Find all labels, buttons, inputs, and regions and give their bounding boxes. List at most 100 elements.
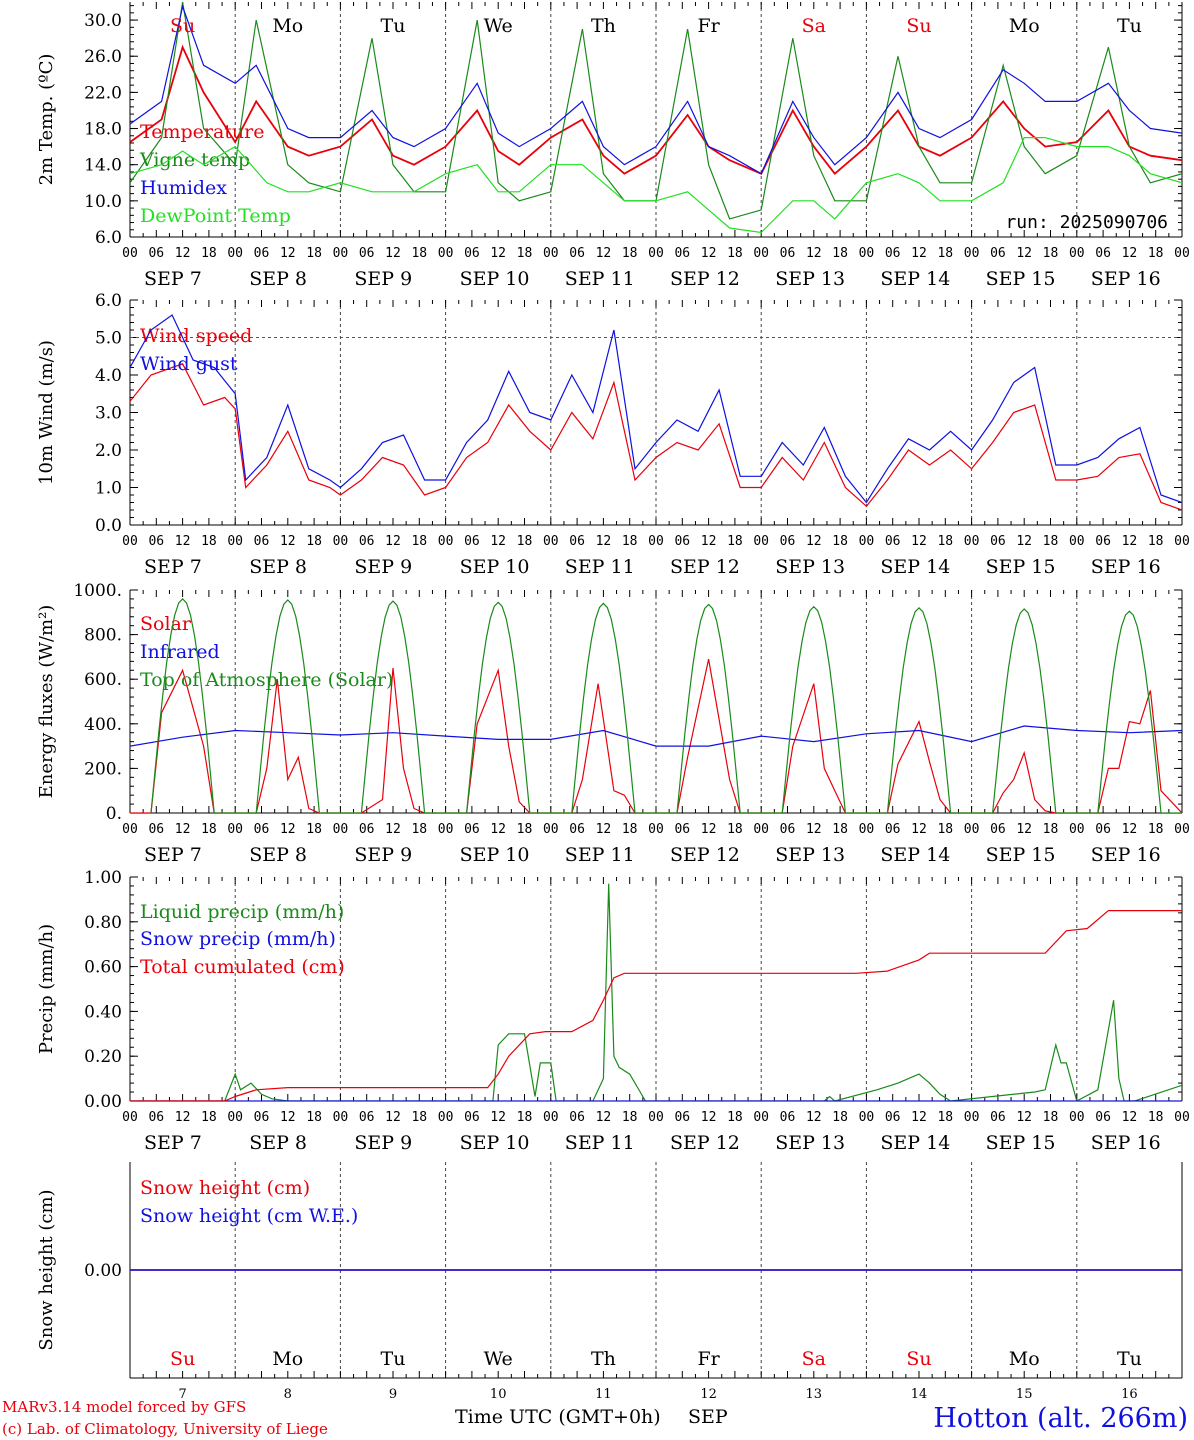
hour-label: 00	[964, 1110, 980, 1125]
hour-label: 18	[201, 534, 217, 549]
hour-label: 06	[990, 822, 1006, 837]
hour-label: 06	[990, 246, 1006, 261]
hour-label: 06	[1095, 246, 1111, 261]
hour-label: 06	[464, 534, 480, 549]
hour-label: 00	[648, 246, 664, 261]
series-line-0	[130, 658, 1182, 813]
y-tick-label: 1.0	[95, 479, 122, 499]
hour-label: 18	[411, 822, 427, 837]
y-tick-label: 400.	[84, 715, 122, 735]
hour-label: 06	[254, 822, 270, 837]
hour-label: 06	[674, 246, 690, 261]
hour-label: 06	[359, 822, 375, 837]
legend-entry: Snow height (cm W.E.)	[140, 1205, 358, 1227]
hour-label: 18	[622, 1110, 638, 1125]
date-label: SEP 12	[670, 1132, 740, 1154]
hour-label: 12	[596, 534, 612, 549]
hour-label: 00	[227, 534, 243, 549]
y-axis-label: 2m Temp. (ºC)	[36, 54, 57, 186]
hour-label: 00	[122, 246, 138, 261]
hour-label: 18	[622, 246, 638, 261]
y-tick-label: 0.80	[84, 913, 122, 933]
hour-label: 00	[543, 1110, 559, 1125]
hour-label: 18	[727, 246, 743, 261]
day-name: Su	[906, 1348, 931, 1370]
hour-label: 06	[464, 1110, 480, 1125]
hour-label: 18	[727, 1110, 743, 1125]
run-label: run: 2025090706	[1005, 212, 1168, 233]
day-name: Fr	[697, 1348, 720, 1370]
hour-label: 06	[990, 534, 1006, 549]
legend-entry: Humidex	[140, 177, 227, 199]
hour-label: 06	[885, 822, 901, 837]
hour-label: 18	[727, 822, 743, 837]
hour-label: 18	[517, 1110, 533, 1125]
hour-label: 00	[122, 534, 138, 549]
hour-label: 00	[753, 822, 769, 837]
y-tick-label: 200.	[84, 759, 122, 779]
hour-label: 12	[596, 246, 612, 261]
y-tick-label: 0.40	[84, 1002, 122, 1022]
series-line-3	[130, 137, 1182, 234]
hour-label: 00	[753, 534, 769, 549]
hour-label: 06	[1095, 1110, 1111, 1125]
legend-entry: Infrared	[140, 641, 220, 663]
legend-entry: Wind speed	[140, 325, 252, 347]
hour-label: 12	[596, 822, 612, 837]
panel-2: 0.0 1.0 2.0 3.0 4.0 5.0 6.0 10m Wind (m/s) 00 06 1…	[36, 291, 1190, 578]
day-name: Su	[170, 15, 195, 37]
hour-label: 12	[280, 1110, 296, 1125]
hour-label: 18	[1148, 822, 1164, 837]
y-axis-label: 10m Wind (m/s)	[36, 340, 57, 485]
date-label: SEP 15	[986, 1132, 1056, 1154]
hour-label: 18	[1148, 246, 1164, 261]
hour-label: 06	[885, 534, 901, 549]
hour-label: 06	[148, 1110, 164, 1125]
date-label: SEP 12	[670, 268, 740, 290]
date-label: SEP 12	[670, 844, 740, 866]
hour-label: 06	[359, 246, 375, 261]
hour-label: 00	[648, 534, 664, 549]
legend-entry: Top of Atmosphere (Solar)	[140, 669, 393, 691]
hour-label: 06	[254, 534, 270, 549]
hour-label: 12	[1122, 1110, 1138, 1125]
hour-label: 00	[543, 246, 559, 261]
y-axis-label: Energy fluxes (W/m²)	[36, 605, 57, 799]
y-tick-label: 4.0	[95, 366, 122, 386]
date-label: SEP 11	[565, 268, 635, 290]
hour-label: 18	[937, 246, 953, 261]
hour-label: 12	[385, 534, 401, 549]
hour-label: 00	[859, 1110, 875, 1125]
day-name: We	[484, 15, 513, 37]
hour-label: 06	[1095, 534, 1111, 549]
date-label: SEP 9	[354, 556, 412, 578]
day-name: Tu	[1117, 15, 1142, 37]
x-axis-month: SEP	[688, 1406, 728, 1428]
hour-label: 00	[964, 822, 980, 837]
date-label: SEP 16	[1091, 844, 1161, 866]
footer-model: MARv3.14 model forced by GFS	[2, 1398, 246, 1416]
hour-label: 06	[148, 822, 164, 837]
series-line-2	[150, 598, 1182, 813]
hour-label: 12	[175, 822, 191, 837]
legend-entry: Total cumulated (cm)	[140, 956, 345, 978]
hour-label: 12	[806, 822, 822, 837]
legend-entry: Liquid precip (mm/h)	[140, 901, 344, 923]
panel-4: 0.00 0.20 0.40 0.60 0.80 1.00 Precip (mm/h) 00 0…	[36, 868, 1190, 1154]
date-label: SEP 8	[249, 844, 307, 866]
date-label: SEP 16	[1091, 556, 1161, 578]
day-name: Tu	[1117, 1348, 1142, 1370]
y-tick-label: 6.0	[95, 291, 122, 311]
hour-label: 00	[333, 1110, 349, 1125]
series-line-0	[130, 363, 1182, 511]
day-number: 16	[1121, 1387, 1138, 1402]
hour-label: 00	[438, 822, 454, 837]
y-tick-label: 0.00	[84, 1092, 122, 1112]
hour-label: 12	[911, 534, 927, 549]
date-label: SEP 16	[1091, 1132, 1161, 1154]
series-line-2	[130, 910, 1182, 1101]
hour-label: 06	[148, 246, 164, 261]
hour-label: 18	[201, 822, 217, 837]
hour-label: 12	[280, 822, 296, 837]
day-name: Th	[591, 1348, 616, 1370]
